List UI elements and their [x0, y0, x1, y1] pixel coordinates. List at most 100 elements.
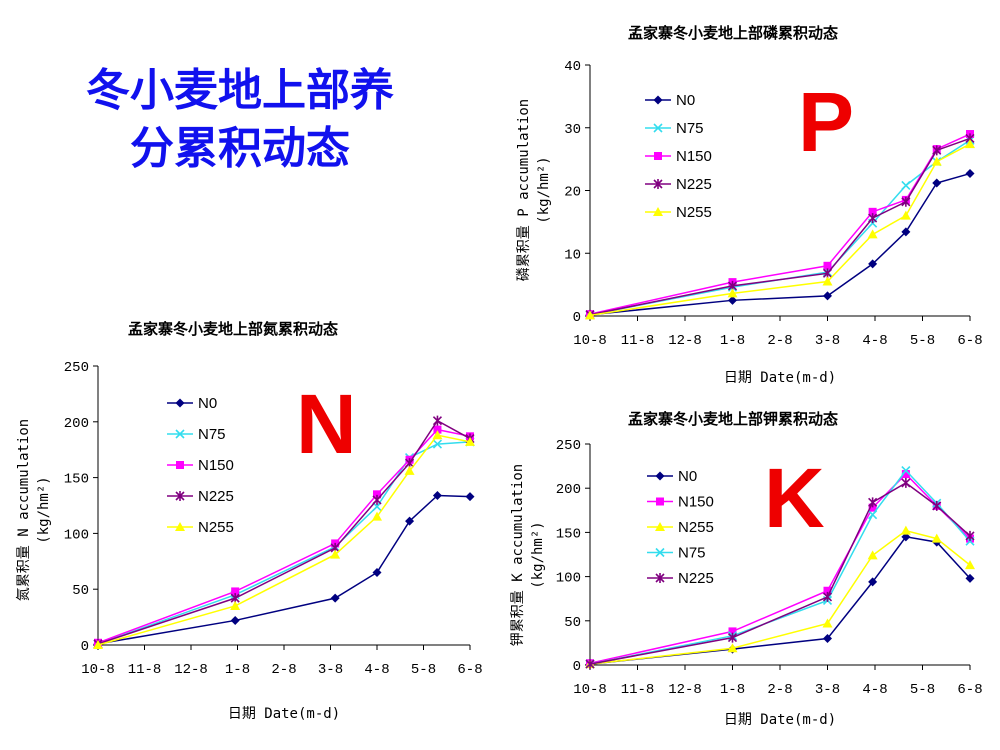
n-x-tick-label: 10-8 — [81, 662, 115, 678]
p-legend-label: N255 — [676, 204, 712, 221]
p-legend-label: N0 — [676, 92, 695, 109]
n-data-point-n225 — [372, 494, 382, 505]
n-data-point-n255 — [465, 436, 475, 446]
n-data-point-n255 — [230, 600, 241, 610]
n-legend-label: N255 — [198, 519, 234, 536]
k-legend-label: N150 — [678, 494, 714, 511]
p-data-point-n255 — [727, 288, 738, 298]
p-y-tick-label: 40 — [564, 59, 581, 75]
k-legend-label: N75 — [678, 545, 706, 562]
n-y-tick-label: 250 — [64, 360, 89, 376]
n-y-tick-label: 200 — [64, 416, 89, 432]
n-x-tick-label: 5-8 — [411, 662, 436, 678]
slide-title: 冬小麦地上部养 分累积动态 — [40, 62, 440, 178]
k-legend-label: N255 — [678, 519, 714, 536]
k-series-line-n0 — [589, 536, 971, 665]
p-y-tick-label: 20 — [564, 185, 581, 201]
p-x-tick-label: 5-8 — [910, 333, 935, 349]
k-data-point-n225 — [965, 530, 975, 541]
n-series-n225 — [93, 415, 475, 649]
n-legend-marker — [176, 461, 184, 469]
p-y-tick-label: 10 — [564, 247, 581, 263]
p-legend-marker — [653, 179, 663, 189]
n-series-n255 — [93, 430, 475, 649]
k-data-point-n225 — [901, 477, 911, 488]
p-y-tick-label: 0 — [573, 310, 581, 326]
k-data-point-n225 — [932, 500, 942, 511]
n-data-point-n0 — [230, 615, 240, 625]
k-legend-marker — [655, 471, 665, 481]
n-chart-title: 孟家寨冬小麦地上部氮累积动态 — [128, 320, 339, 338]
p-data-point-n150 — [823, 261, 832, 270]
k-data-point-n0 — [823, 633, 832, 643]
p-x-tick-label: 6-8 — [957, 333, 982, 349]
n-data-point-n255 — [93, 640, 103, 649]
k-series-n75 — [585, 465, 975, 669]
n-x-axis-label: 日期 Date(m-d) — [228, 706, 340, 722]
k-data-point-n225 — [822, 591, 833, 602]
k-data-point-n150 — [728, 627, 737, 636]
slide-title-line-2: 分累积动态 — [130, 123, 350, 174]
k-y-tick-label: 0 — [573, 659, 581, 675]
p-x-tick-label: 4-8 — [862, 333, 887, 349]
n-x-tick-label: 4-8 — [364, 662, 389, 678]
n-y-axis-label: 氮累积量 N accumulation — [16, 419, 32, 601]
k-y-tick-label: 200 — [556, 482, 581, 498]
k-data-point-n75 — [868, 510, 878, 520]
n-y-tick-label: 50 — [72, 583, 89, 599]
k-data-point-n150 — [823, 586, 832, 595]
n-data-point-n0 — [330, 593, 340, 603]
p-data-point-n255 — [822, 276, 833, 286]
k-legend-marker — [655, 547, 665, 558]
n-legend-item-n0: N0 — [167, 395, 217, 412]
p-y-axis-unit: (kg/hm²) — [536, 156, 552, 223]
p-legend-item-n225: N225 — [645, 176, 712, 193]
p-data-point-n0 — [901, 227, 911, 237]
n-data-point-n150 — [373, 490, 381, 499]
n-legend-item-n75: N75 — [167, 426, 226, 443]
p-legend-label: N225 — [676, 176, 712, 193]
p-x-tick-label: 1-8 — [720, 333, 745, 349]
k-data-point-n75 — [901, 465, 911, 476]
k-y-axis-unit: (kg/hm²) — [530, 521, 546, 588]
p-y-tick-label: 30 — [564, 122, 581, 138]
k-legend-item-n0: N0 — [647, 468, 697, 485]
n-legend-item-n150: N150 — [167, 457, 234, 474]
n-x-tick-label: 3-8 — [318, 662, 343, 678]
k-data-point-n150 — [901, 470, 910, 479]
p-data-point-n0 — [932, 178, 942, 188]
p-legend-marker — [653, 123, 663, 133]
p-data-point-n225 — [868, 213, 878, 224]
k-data-point-n225 — [585, 659, 595, 670]
n-legend-marker — [175, 398, 185, 408]
n-data-point-n0 — [405, 516, 415, 526]
k-y-axis-label: 钾累积量 K accumulation — [510, 464, 526, 646]
k-legend-label: N0 — [678, 468, 697, 485]
p-data-point-n255 — [585, 310, 595, 320]
k-data-point-n255 — [867, 550, 878, 560]
k-series-n225 — [585, 477, 975, 670]
k-legend-marker — [655, 573, 665, 583]
p-data-point-n255 — [867, 229, 878, 239]
n-data-point-n0 — [432, 490, 442, 500]
n-data-point-n255 — [330, 549, 341, 559]
n-data-point-n225 — [432, 415, 443, 426]
p-data-point-n255 — [900, 210, 911, 220]
k-x-tick-label: 6-8 — [957, 682, 982, 698]
k-data-point-n255 — [822, 618, 833, 628]
k-data-point-n0 — [868, 577, 878, 587]
p-x-tick-label: 3-8 — [815, 333, 840, 349]
k-series-n255 — [585, 525, 975, 669]
n-x-tick-label: 11-8 — [128, 662, 162, 678]
n-data-point-n255 — [432, 430, 443, 440]
n-x-tick-label: 2-8 — [271, 662, 296, 678]
n-x-tick-label: 1-8 — [225, 662, 250, 678]
n-big-letter: N — [296, 377, 357, 471]
n-legend-label: N225 — [198, 488, 234, 505]
p-data-point-n0 — [728, 295, 737, 305]
p-data-point-n0 — [823, 291, 832, 301]
k-legend-label: N225 — [678, 570, 714, 587]
